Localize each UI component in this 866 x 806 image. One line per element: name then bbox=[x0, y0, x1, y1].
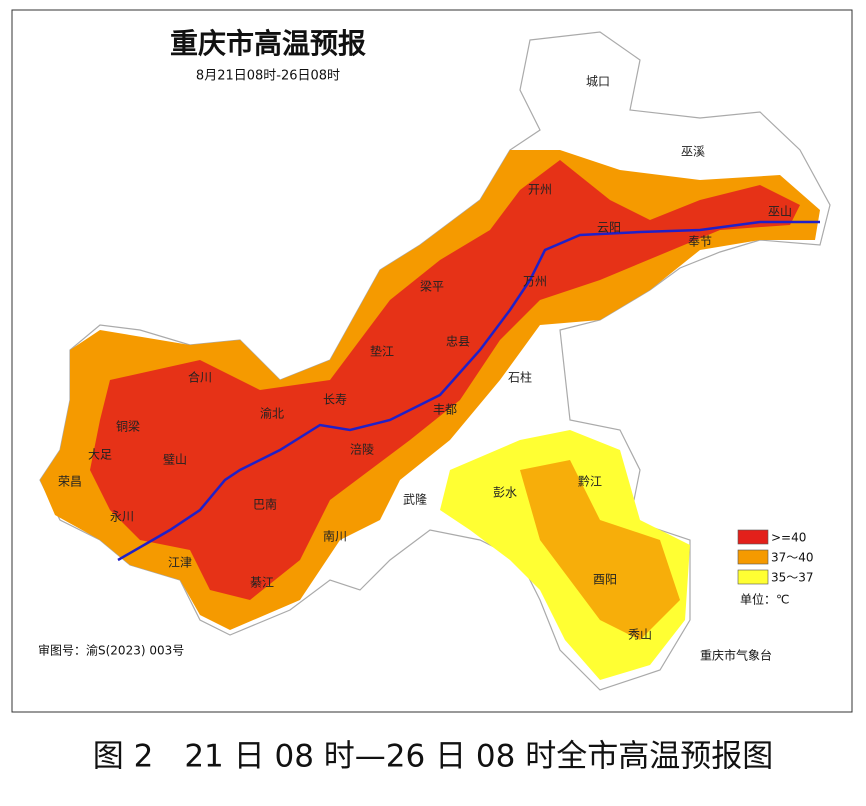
figure-caption: 图 2 21 日 08 时—26 日 08 时全市高温预报图 bbox=[93, 739, 774, 775]
place-label: 彭水 bbox=[493, 486, 517, 500]
legend-swatch bbox=[737, 529, 769, 545]
unit-label: 单位：℃ bbox=[740, 592, 789, 607]
place-label: 璧山 bbox=[163, 452, 187, 467]
place-label: 长寿 bbox=[323, 393, 347, 407]
region-orange-se bbox=[520, 460, 680, 640]
place-label: 垫江 bbox=[370, 344, 394, 359]
place-label: 合川 bbox=[188, 370, 212, 385]
place-label: 丰都 bbox=[433, 403, 457, 417]
legend-label: >=40 bbox=[771, 531, 806, 545]
place-label: 巫溪 bbox=[681, 145, 705, 159]
yangtze-river bbox=[117, 220, 820, 562]
place-label: 忠县 bbox=[446, 335, 470, 349]
place-label: 秀山 bbox=[628, 628, 652, 642]
approval-number: 审图号：渝S(2023) 003号 bbox=[38, 643, 184, 658]
map-subtitle: 8月21日08时-26日08时 bbox=[196, 69, 340, 84]
place-label: 大足 bbox=[88, 448, 112, 462]
place-label: 永川 bbox=[110, 510, 134, 524]
place-label: 云阳 bbox=[597, 221, 621, 235]
place-label: 渝北 bbox=[260, 406, 284, 421]
place-label: 酉阳 bbox=[593, 573, 617, 587]
place-label: 涪陵 bbox=[350, 442, 374, 457]
place-label: 綦江 bbox=[250, 576, 274, 590]
legend-swatch bbox=[737, 569, 769, 585]
place-label: 江津 bbox=[168, 556, 192, 570]
agency: 重庆市气象台 bbox=[700, 648, 772, 663]
legend-label: 35～37 bbox=[771, 571, 814, 585]
place-label: 巫山 bbox=[768, 205, 792, 219]
map-title: 重庆市高温预报 bbox=[170, 27, 366, 60]
legend: >=40 37～40 35～37 bbox=[737, 529, 814, 585]
place-label: 城口 bbox=[586, 75, 610, 89]
place-label: 奉节 bbox=[688, 235, 712, 249]
legend-label: 37～40 bbox=[771, 551, 814, 565]
place-label: 铜梁 bbox=[116, 419, 140, 434]
place-label: 巴南 bbox=[253, 497, 277, 512]
place-label: 黔江 bbox=[578, 474, 602, 489]
legend-swatch bbox=[737, 549, 769, 565]
region-red bbox=[90, 160, 800, 600]
place-label: 南川 bbox=[323, 529, 347, 544]
place-label: 梁平 bbox=[420, 279, 444, 294]
place-label: 荣昌 bbox=[58, 475, 82, 489]
place-label: 石柱 bbox=[508, 370, 532, 385]
place-label: 武隆 bbox=[403, 492, 427, 507]
place-label: 开州 bbox=[528, 183, 552, 197]
place-label: 万州 bbox=[523, 275, 547, 289]
